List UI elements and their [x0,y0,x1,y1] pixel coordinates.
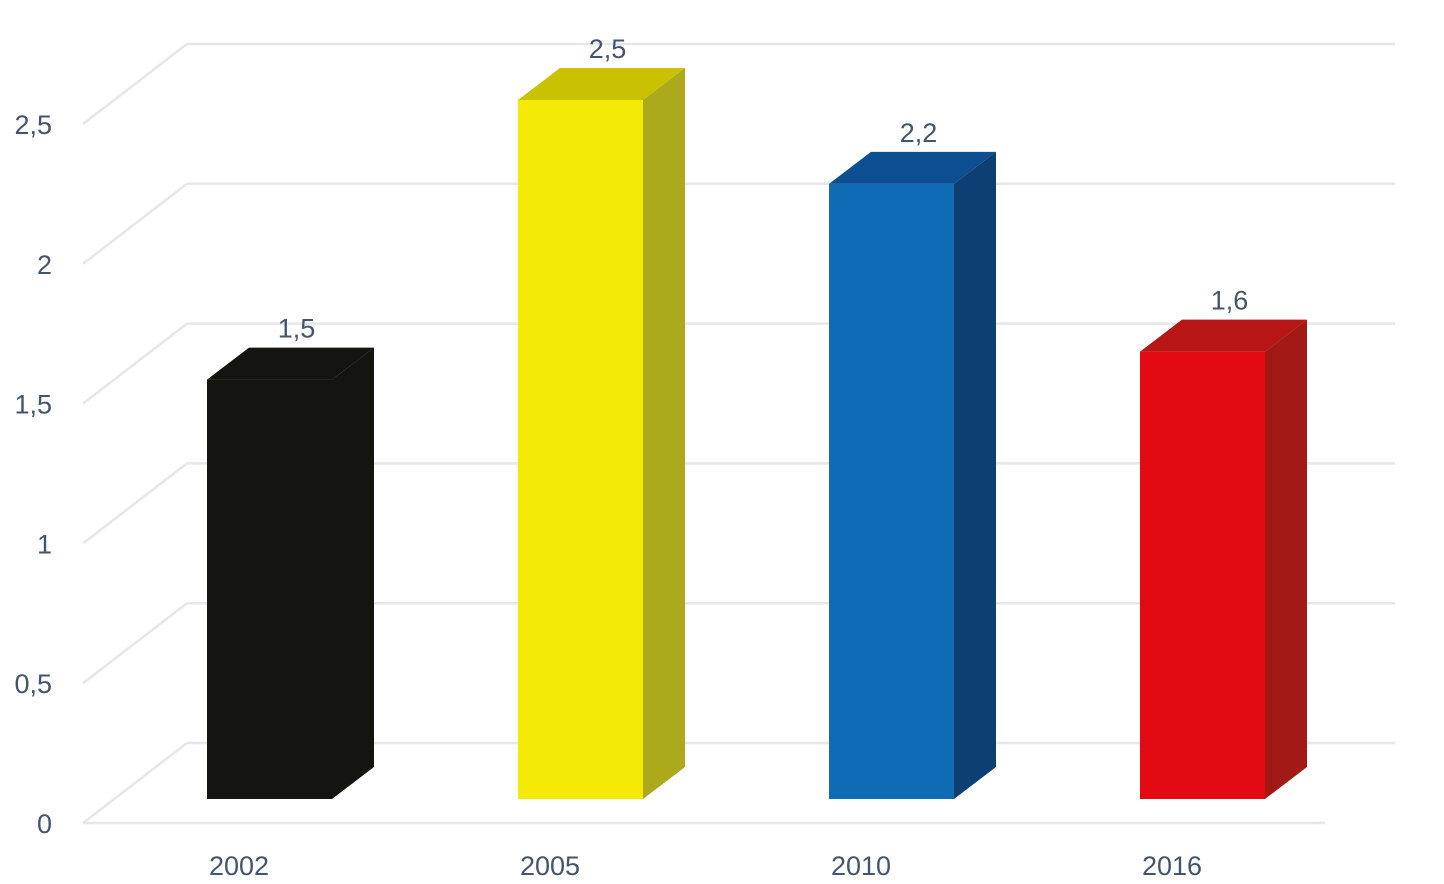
bar-front [1140,351,1265,799]
y-tick-label: 2 [37,250,52,280]
data-label: 1,6 [1211,286,1249,316]
y-tick-label: 0,5 [14,669,52,699]
data-label: 2,5 [589,34,627,64]
bar-top [518,68,685,100]
x-tick-label: 2005 [520,851,580,881]
bar-2002: 1,5 [207,314,374,799]
x-axis-tick-labels: 2002 2005 2010 2016 [209,851,1202,881]
gridline-depth [82,322,188,405]
y-tick-label: 1 [37,529,52,559]
y-axis-tick-labels: 0 0,5 1 1,5 2 2,5 [14,110,52,839]
bar-top [829,151,996,184]
bar-2016: 1,6 [1140,286,1307,799]
bar-front [207,379,332,799]
y-tick-label: 0 [37,809,52,839]
bar-side [954,151,996,799]
bar-2005: 2,5 [518,34,685,799]
bar-side [643,68,685,799]
bar-side [332,347,374,799]
gridline-depth [82,602,188,685]
bars: 1,5 2,5 2,2 1,6 [207,34,1307,799]
data-label: 1,5 [278,314,316,344]
bar-top [207,347,374,380]
x-tick-label: 2016 [1142,851,1202,881]
bar-2010: 2,2 [829,118,996,799]
bar-top [1140,319,1307,352]
gridline-depth [82,742,188,824]
bar-front [829,183,954,799]
data-label: 2,2 [900,118,938,148]
x-tick-label: 2002 [209,851,269,881]
gridline-depth [82,182,188,265]
gridline-depth [82,43,188,125]
bar-side [1265,319,1307,799]
gridline-depth [82,462,188,545]
y-tick-label: 1,5 [14,390,52,420]
y-tick-label: 2,5 [14,110,52,140]
bar-front [518,100,643,799]
gridlines [82,42,1395,825]
x-tick-label: 2010 [831,851,891,881]
